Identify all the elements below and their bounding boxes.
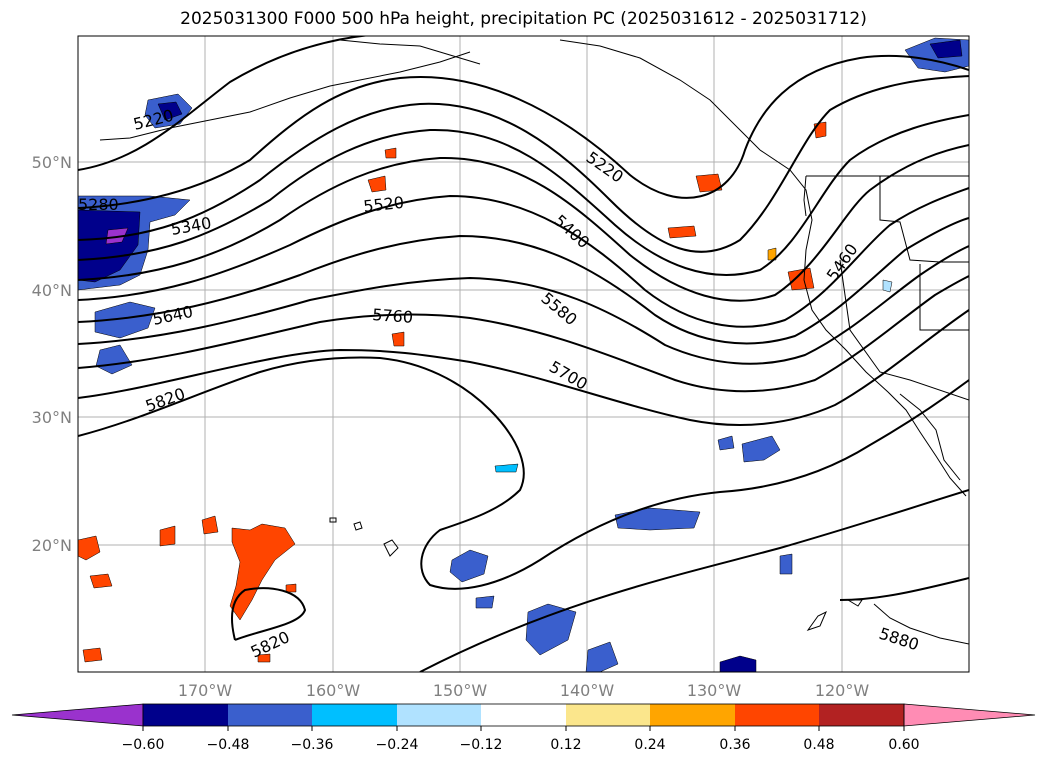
- contour-label: 5760: [372, 305, 414, 327]
- contour-label: 5340: [169, 213, 212, 239]
- map-frame: [77, 35, 970, 673]
- lon-label: 170°W: [178, 681, 233, 700]
- contour-label: 5880: [877, 624, 922, 655]
- lon-label: 140°W: [560, 681, 615, 700]
- colorbar: −0.60 −0.48 −0.36 −0.24 −0.12 0.12 0.24 …: [11, 703, 1036, 753]
- colorbar-tick-label: 0.60: [888, 737, 919, 753]
- map-title: 2025031300 F000 500 hPa height, precipit…: [180, 9, 867, 29]
- contour-label: 5820: [143, 384, 188, 416]
- contour-label: 5520: [362, 193, 404, 216]
- contour-label: 5460: [823, 240, 862, 284]
- colorbar-tick-label: −0.24: [376, 737, 419, 753]
- colorbar-segment: [650, 704, 735, 726]
- colorbar-tick-label: −0.12: [460, 737, 503, 753]
- colorbar-segment: [819, 704, 904, 726]
- lon-label: 150°W: [433, 681, 488, 700]
- colorbar-extend-low: [11, 703, 144, 727]
- lat-label: 40°N: [32, 281, 72, 300]
- contour-label: 5700: [546, 357, 591, 394]
- colorbar-tick-label: 0.12: [550, 737, 581, 753]
- contour-label: 5580: [537, 289, 580, 330]
- lat-label: 30°N: [32, 408, 72, 427]
- lat-label: 20°N: [32, 536, 72, 555]
- colorbar-segment: [143, 704, 228, 726]
- colorbar-segment: [566, 704, 650, 726]
- colorbar-tick-label: −0.48: [207, 737, 250, 753]
- positive-anomaly-shading: [78, 121, 827, 663]
- contour-label: 5280: [78, 195, 119, 214]
- lon-label: 130°W: [687, 681, 742, 700]
- lat-label: 50°N: [32, 153, 72, 172]
- lon-label: 120°W: [815, 681, 870, 700]
- map-area: 5220 5220 5280 5340 5520 5400 5460 5580 …: [78, 36, 969, 672]
- colorbar-tick-label: −0.60: [122, 737, 165, 753]
- colorbar-tick-label: −0.36: [291, 737, 334, 753]
- colorbar-segment: [481, 704, 566, 726]
- colorbar-segment: [397, 704, 481, 726]
- negative-anomaly-shading: [78, 37, 969, 672]
- colorbar-segment: [228, 704, 312, 726]
- colorbar-tick-label: 0.24: [634, 737, 665, 753]
- colorbar-extend-high: [903, 703, 1036, 727]
- coastlines: [99, 39, 969, 645]
- colorbar-tick-label: 0.36: [719, 737, 750, 753]
- graticule: [78, 36, 969, 672]
- height-contours: [78, 36, 969, 672]
- contour-label: 5640: [151, 302, 195, 329]
- colorbar-segment: [735, 704, 819, 726]
- colorbar-tick-label: 0.48: [803, 737, 834, 753]
- lon-label: 160°W: [306, 681, 361, 700]
- colorbar-segment: [312, 704, 397, 726]
